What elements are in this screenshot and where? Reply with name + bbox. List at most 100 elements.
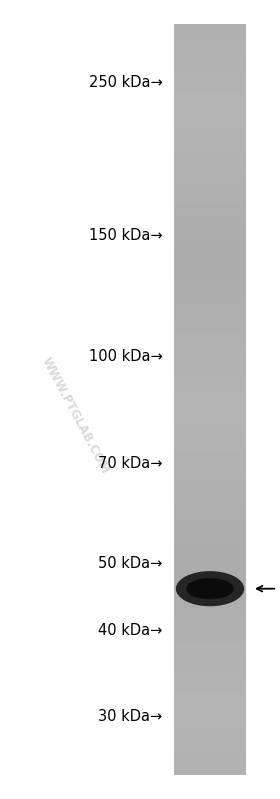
Bar xyxy=(174,125,246,129)
Bar xyxy=(174,704,246,707)
Bar xyxy=(174,392,246,396)
Bar xyxy=(174,31,246,35)
Bar xyxy=(174,629,246,632)
Bar xyxy=(174,625,246,629)
Bar xyxy=(174,77,246,81)
Bar xyxy=(174,181,246,185)
Bar xyxy=(174,722,246,726)
Bar xyxy=(174,565,246,569)
Bar xyxy=(174,197,246,201)
Bar xyxy=(174,212,246,216)
Bar xyxy=(174,178,246,181)
Bar xyxy=(174,422,246,426)
Bar xyxy=(174,193,246,197)
Bar xyxy=(174,482,246,486)
Bar xyxy=(174,294,246,298)
Bar xyxy=(174,366,246,369)
Bar xyxy=(174,771,246,775)
Text: 100 kDa→: 100 kDa→ xyxy=(89,349,162,364)
Bar xyxy=(174,610,246,614)
Bar xyxy=(174,594,246,598)
Bar xyxy=(174,430,246,433)
Bar xyxy=(174,572,246,576)
Bar xyxy=(174,58,246,62)
Bar xyxy=(174,92,246,95)
Bar xyxy=(174,741,246,745)
Bar xyxy=(174,444,246,448)
Bar xyxy=(174,475,246,479)
Bar xyxy=(174,658,246,662)
Bar xyxy=(174,66,246,69)
Bar xyxy=(174,441,246,444)
Bar xyxy=(174,655,246,658)
Bar xyxy=(174,80,246,84)
Bar xyxy=(174,129,246,133)
Bar xyxy=(174,606,246,610)
Bar xyxy=(174,362,246,366)
Bar xyxy=(174,636,246,640)
Bar xyxy=(174,519,246,523)
Bar xyxy=(174,644,246,647)
Bar xyxy=(174,614,246,618)
Bar xyxy=(174,535,246,539)
Bar xyxy=(174,733,246,737)
Bar xyxy=(174,486,246,490)
Bar xyxy=(174,238,246,242)
Bar xyxy=(174,670,246,674)
Bar xyxy=(174,287,246,291)
Bar xyxy=(174,280,246,283)
Bar xyxy=(174,426,246,430)
Bar xyxy=(174,35,246,39)
Bar xyxy=(174,302,246,306)
Bar xyxy=(174,272,246,276)
Bar xyxy=(174,760,246,764)
Bar xyxy=(174,455,246,459)
Bar xyxy=(174,715,246,719)
Bar xyxy=(174,253,246,256)
Bar xyxy=(174,437,246,441)
Bar xyxy=(174,336,246,340)
Bar xyxy=(174,377,246,381)
Bar xyxy=(174,463,246,467)
Bar xyxy=(174,46,246,50)
Bar xyxy=(174,415,246,419)
Bar xyxy=(174,234,246,238)
Bar xyxy=(174,550,246,554)
Bar xyxy=(174,230,246,234)
Bar xyxy=(174,493,246,497)
Bar xyxy=(174,148,246,152)
Bar xyxy=(174,768,246,771)
Bar xyxy=(174,689,246,693)
Bar xyxy=(174,24,246,28)
Bar xyxy=(174,501,246,505)
Bar xyxy=(174,260,246,264)
Bar xyxy=(174,245,246,249)
Bar xyxy=(174,189,246,193)
Bar xyxy=(174,369,246,373)
Bar xyxy=(174,730,246,733)
Bar xyxy=(174,332,246,336)
Bar xyxy=(174,355,246,358)
Bar xyxy=(174,264,246,268)
Bar xyxy=(174,283,246,287)
Bar xyxy=(174,497,246,501)
Bar xyxy=(174,317,246,320)
Bar xyxy=(174,745,246,749)
Bar xyxy=(174,320,246,324)
Bar xyxy=(174,347,246,351)
Bar xyxy=(174,28,246,31)
Bar xyxy=(174,471,246,475)
Bar xyxy=(174,554,246,557)
Bar xyxy=(174,591,246,594)
Bar xyxy=(174,88,246,92)
Bar xyxy=(174,647,246,651)
Bar xyxy=(174,324,246,328)
Bar xyxy=(174,737,246,741)
Bar xyxy=(174,242,246,245)
Bar xyxy=(174,448,246,452)
Bar xyxy=(174,208,246,212)
Bar xyxy=(174,309,246,313)
Bar xyxy=(174,219,246,223)
Bar xyxy=(174,155,246,159)
Bar xyxy=(174,205,246,208)
